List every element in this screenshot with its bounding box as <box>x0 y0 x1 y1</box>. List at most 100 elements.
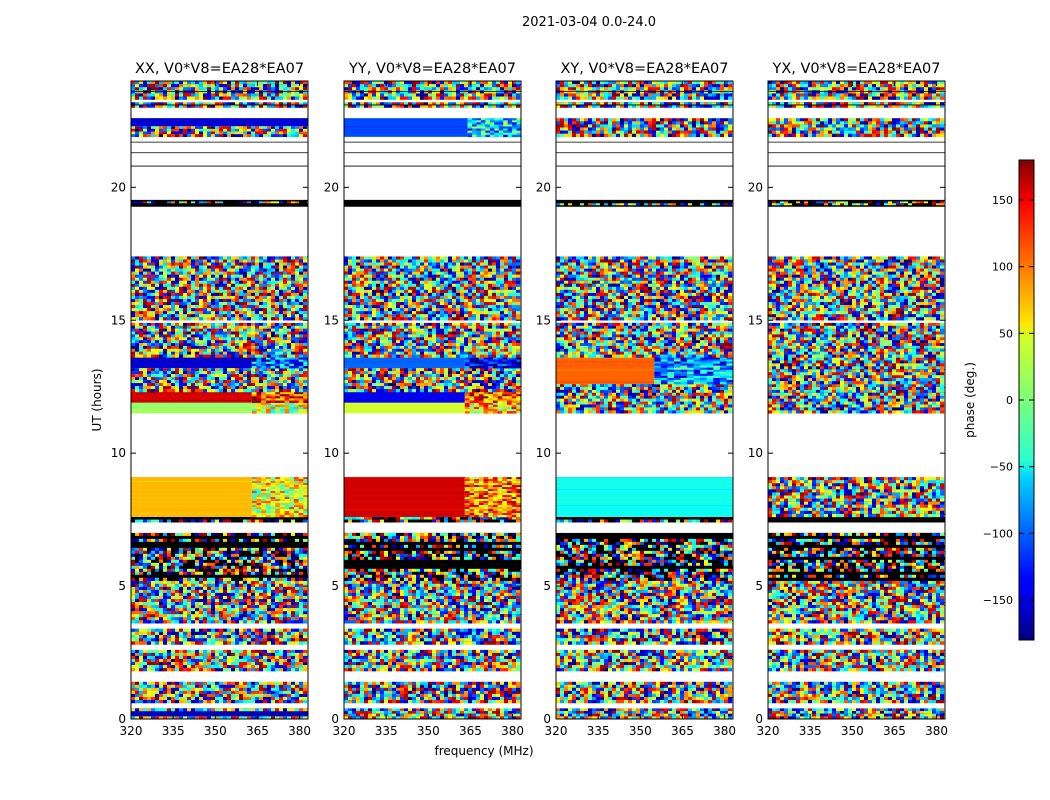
phase-cell <box>187 383 192 387</box>
phase-cell <box>183 268 188 272</box>
phase-cell <box>207 595 212 600</box>
phase-cell <box>259 374 264 378</box>
phase-cell <box>175 620 180 624</box>
phase-cell <box>163 93 168 97</box>
phase-cell <box>235 328 240 332</box>
phase-cell <box>263 325 268 329</box>
phase-cell <box>159 595 164 600</box>
phase-cell <box>163 274 168 278</box>
phase-cell <box>283 700 288 704</box>
phase-cell <box>191 631 196 636</box>
phase-cell <box>303 295 308 300</box>
phase-cell <box>239 655 244 660</box>
phase-cell <box>231 331 236 335</box>
phase-cell <box>227 608 232 612</box>
phase-cell <box>255 374 260 378</box>
phase-cell <box>267 383 272 387</box>
phase-cell <box>139 383 144 387</box>
phase-cell <box>235 286 240 291</box>
phase-cell <box>183 665 188 669</box>
phase-cell <box>235 532 240 537</box>
phase-cell <box>243 380 248 384</box>
phase-cell <box>219 334 224 338</box>
phase-cell <box>139 274 144 278</box>
phase-cell <box>159 598 164 603</box>
phase-cell <box>271 608 276 612</box>
phase-cell <box>227 611 232 615</box>
phase-cell <box>167 259 172 263</box>
phase-cell <box>251 357 257 360</box>
phase-cell <box>287 302 292 306</box>
phase-cell <box>203 256 208 260</box>
phase-cell <box>219 532 224 537</box>
phase-cell <box>211 681 216 686</box>
phase-cell <box>243 617 248 621</box>
phase-cell <box>243 259 248 263</box>
phase-cell <box>279 501 285 504</box>
phase-cell <box>187 690 192 695</box>
phase-cell <box>227 317 232 321</box>
phase-cell <box>215 322 220 326</box>
phase-cell <box>231 298 236 303</box>
phase-cell <box>207 265 212 269</box>
phase-cell <box>267 641 272 645</box>
phase-cell <box>291 559 296 564</box>
phase-cell <box>223 708 228 712</box>
phase-cell <box>271 131 276 135</box>
phase-cell <box>139 620 144 624</box>
phase-cell <box>295 262 300 266</box>
phase-cell <box>267 348 272 352</box>
phase-cell <box>195 328 200 332</box>
phase-cell <box>207 131 212 135</box>
phase-cell <box>183 562 188 567</box>
phase-cell <box>271 583 276 588</box>
phase-cell <box>263 380 268 384</box>
phase-cell <box>159 345 164 350</box>
phase-cell <box>199 538 204 543</box>
phase-cell <box>287 308 292 312</box>
phase-cell <box>147 571 152 575</box>
phase-cell <box>287 620 292 624</box>
phase-cell <box>235 265 240 269</box>
phase-cell <box>175 553 180 558</box>
phase-cell <box>259 283 264 288</box>
phase-cell <box>207 256 212 260</box>
phase-cell <box>265 514 271 518</box>
phase-cell <box>187 655 192 660</box>
phase-cell <box>151 380 156 384</box>
phase-cell <box>298 361 304 365</box>
phase-cell <box>199 556 204 561</box>
phase-cell <box>283 565 288 570</box>
phase-cell <box>291 334 296 338</box>
phase-cell <box>289 493 295 496</box>
phase-cell <box>267 96 272 100</box>
phase-cell <box>159 308 164 312</box>
phase-cell <box>207 681 212 686</box>
phase-cell <box>299 295 304 300</box>
phase-cell <box>163 690 168 695</box>
phase-cell <box>298 398 304 401</box>
phase-cell <box>275 345 280 350</box>
phase-cell <box>267 598 272 603</box>
phase-cell <box>267 295 272 300</box>
phase-cell <box>255 348 260 352</box>
phase-cell <box>139 716 144 720</box>
phase-cell <box>191 716 196 720</box>
phase-cell <box>159 634 164 639</box>
phase-cell <box>167 311 172 315</box>
phase-cell <box>279 409 285 412</box>
phase-cell <box>219 631 224 636</box>
phase-cell <box>235 268 240 272</box>
phase-cell <box>139 708 144 712</box>
phase-cell <box>199 598 204 603</box>
phase-cell <box>179 696 184 701</box>
phase-cell <box>211 693 216 698</box>
phase-cell <box>231 343 236 347</box>
phase-cell <box>283 611 288 615</box>
phase-cell <box>151 314 156 318</box>
phase-cell <box>191 368 196 372</box>
phase-cell <box>135 559 140 564</box>
phase-cell <box>203 268 208 272</box>
phase-cell <box>163 348 168 352</box>
phase-cell <box>271 386 276 390</box>
